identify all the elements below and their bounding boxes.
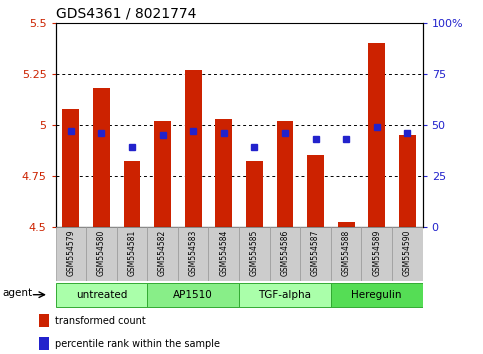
Bar	[331, 227, 361, 281]
Text: GSM554589: GSM554589	[372, 230, 381, 276]
Bar	[124, 161, 141, 227]
Bar	[369, 44, 385, 227]
Bar	[277, 121, 293, 227]
Bar	[147, 283, 239, 307]
Bar	[246, 161, 263, 227]
Bar	[93, 88, 110, 227]
Bar	[178, 227, 209, 281]
Text: AP1510: AP1510	[173, 290, 213, 300]
Text: GSM554579: GSM554579	[66, 230, 75, 276]
Text: GSM554585: GSM554585	[250, 230, 259, 276]
Bar	[147, 227, 178, 281]
Text: GSM554580: GSM554580	[97, 230, 106, 276]
Text: GSM554584: GSM554584	[219, 230, 228, 276]
Bar	[307, 155, 324, 227]
Text: GDS4361 / 8021774: GDS4361 / 8021774	[56, 6, 196, 21]
Bar	[56, 283, 147, 307]
Bar	[86, 227, 117, 281]
Text: TGF-alpha: TGF-alpha	[258, 290, 312, 300]
Text: GSM554586: GSM554586	[281, 230, 289, 276]
Bar	[185, 70, 201, 227]
Text: GSM554587: GSM554587	[311, 230, 320, 276]
Bar	[56, 227, 86, 281]
Bar	[239, 283, 331, 307]
Bar	[392, 227, 423, 281]
Bar	[215, 119, 232, 227]
Bar	[331, 283, 423, 307]
Bar	[338, 223, 355, 227]
Bar	[239, 227, 270, 281]
Bar	[39, 337, 49, 350]
Text: untreated: untreated	[76, 290, 127, 300]
Bar	[154, 121, 171, 227]
Text: GSM554582: GSM554582	[158, 230, 167, 276]
Bar	[361, 227, 392, 281]
Text: GSM554583: GSM554583	[189, 230, 198, 276]
Text: Heregulin: Heregulin	[352, 290, 402, 300]
Bar	[399, 135, 416, 227]
Bar	[270, 227, 300, 281]
Text: agent: agent	[3, 289, 33, 298]
Text: GSM554588: GSM554588	[341, 230, 351, 276]
Text: transformed count: transformed count	[55, 316, 145, 326]
Bar	[117, 227, 147, 281]
Text: GSM554581: GSM554581	[128, 230, 137, 276]
Bar	[209, 227, 239, 281]
Bar	[39, 314, 49, 327]
Text: percentile rank within the sample: percentile rank within the sample	[55, 339, 220, 349]
Bar	[62, 109, 79, 227]
Bar	[300, 227, 331, 281]
Text: GSM554590: GSM554590	[403, 230, 412, 276]
